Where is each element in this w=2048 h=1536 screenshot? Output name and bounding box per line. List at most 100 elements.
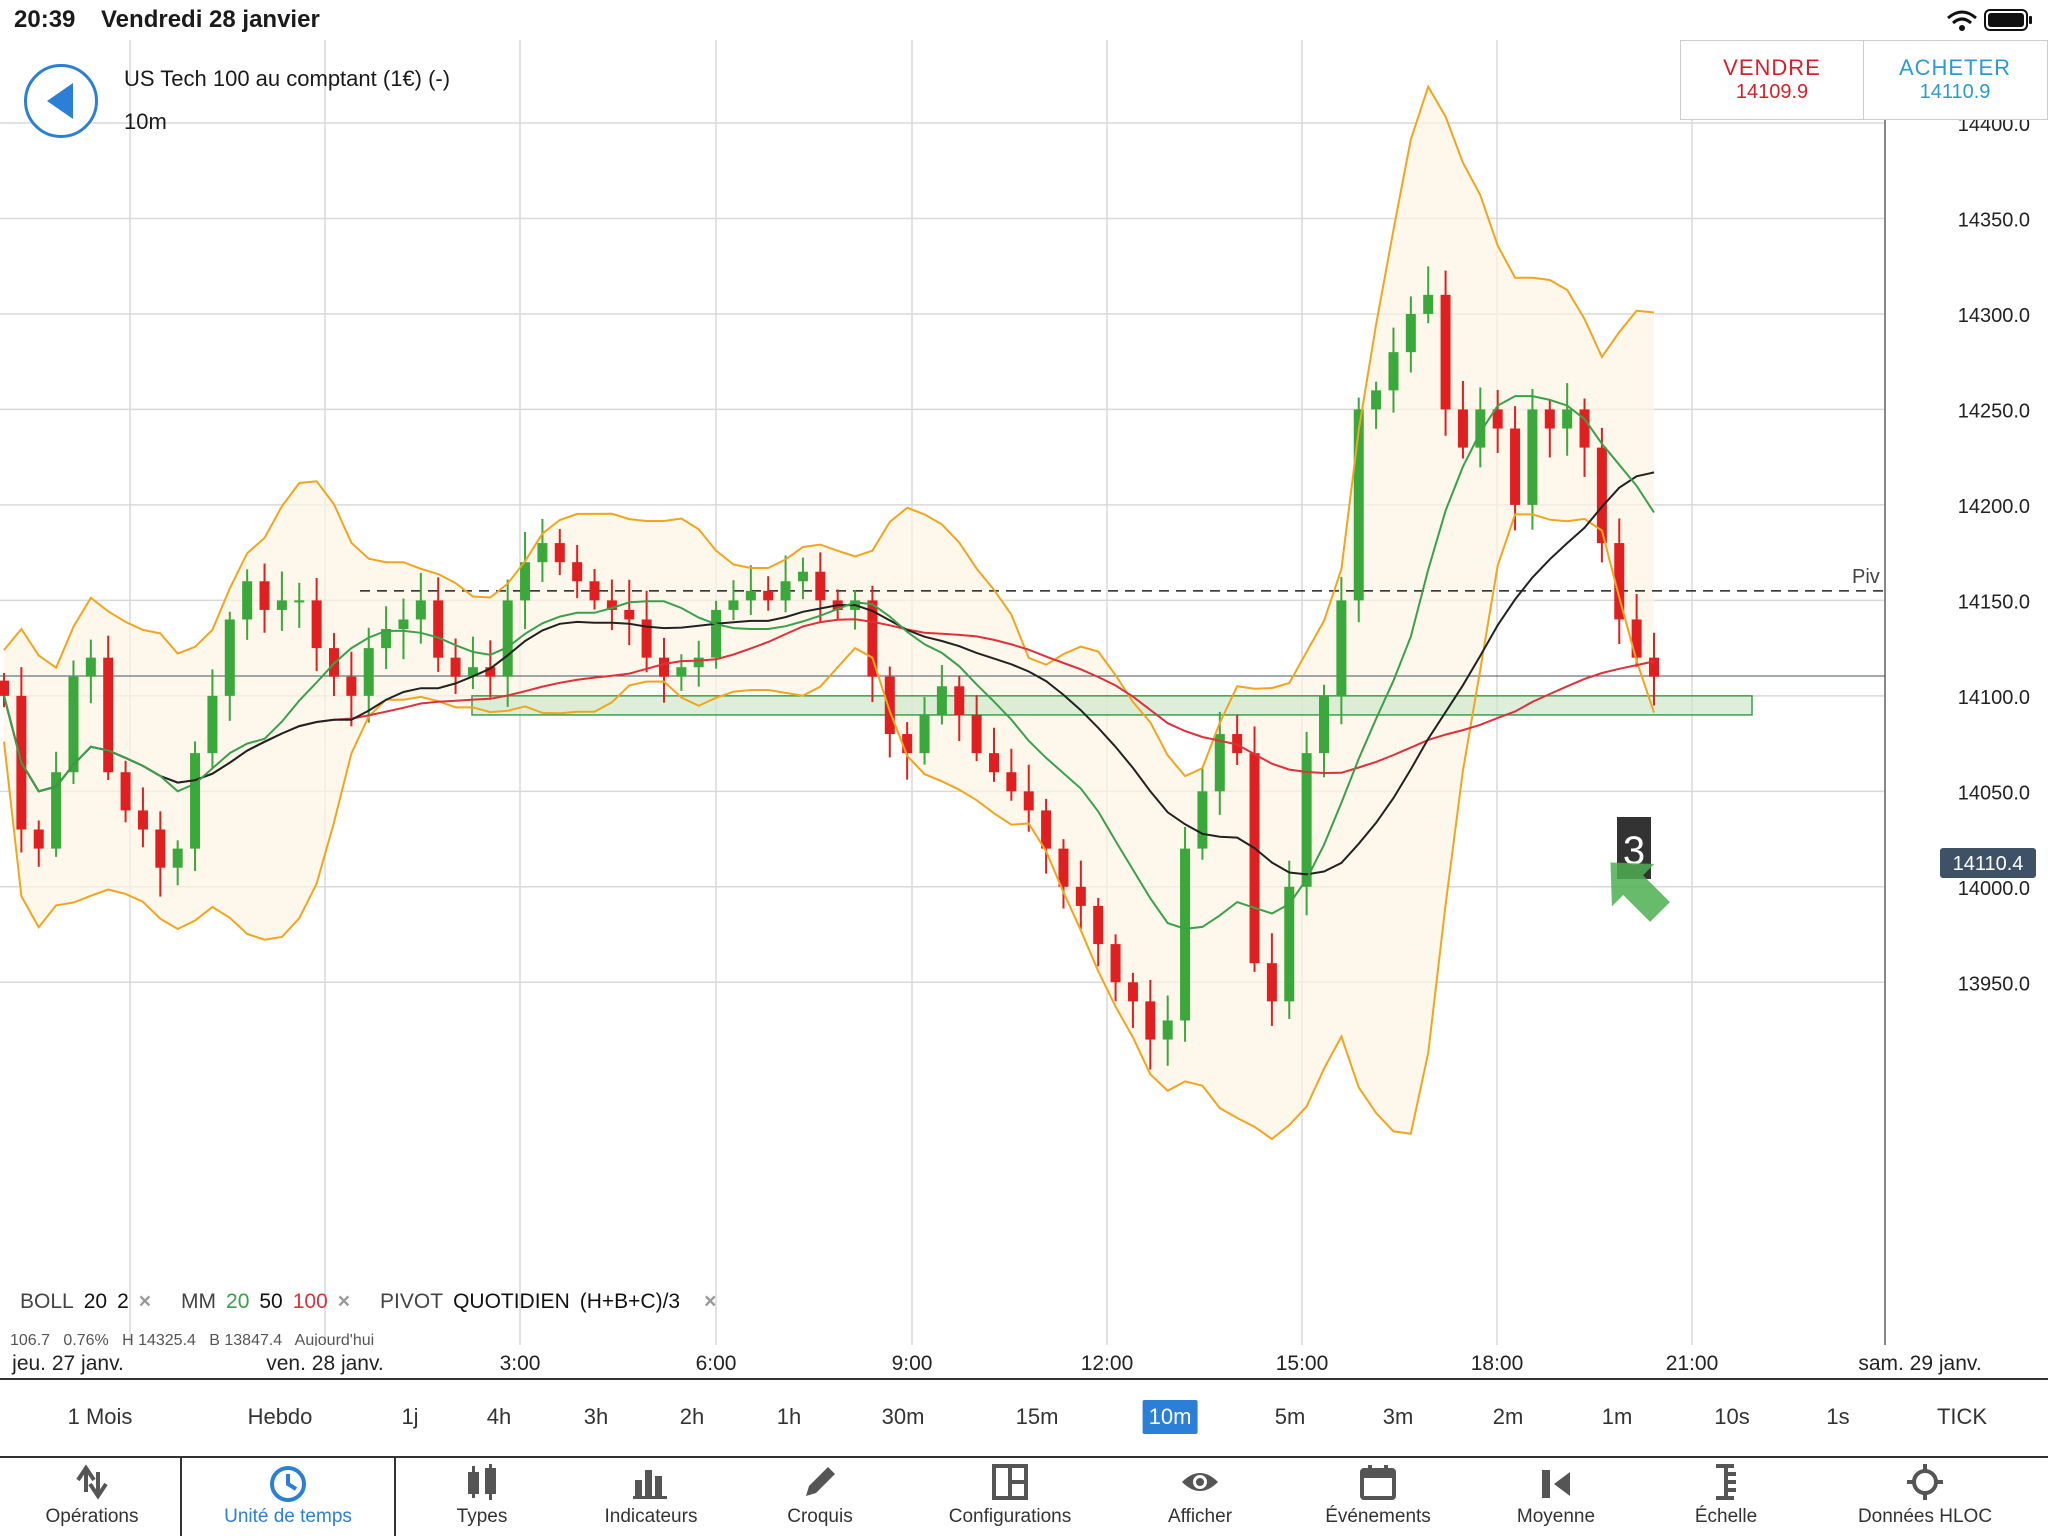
candle-body xyxy=(485,667,496,677)
remove-pivot-icon[interactable]: × xyxy=(704,1290,717,1313)
candle-body xyxy=(1249,753,1260,964)
chart-timeframe: 10m xyxy=(124,109,167,134)
eye-icon xyxy=(1182,1473,1218,1491)
candle-body xyxy=(276,600,287,610)
toolbar-eye-button[interactable]: Afficher xyxy=(1110,1458,1290,1536)
toolbar-label: Échelle xyxy=(1694,1506,1758,1527)
back-button[interactable] xyxy=(24,64,98,138)
candle-body xyxy=(589,581,600,601)
remove-mm-icon[interactable]: × xyxy=(337,1290,351,1313)
candle-body xyxy=(572,562,583,582)
toolbar-label: Configurations xyxy=(948,1506,1072,1527)
ma20-line xyxy=(3,395,1655,930)
toolbar-label: Données HLOC xyxy=(1857,1506,1993,1527)
candle-body xyxy=(1110,944,1121,983)
price-tick-label: 14200.0 xyxy=(1958,496,2030,518)
price-chart[interactable]: Piv 14400.014350.014300.014250.014200.01… xyxy=(0,40,2048,1350)
timeframe-10s[interactable]: 10s xyxy=(1714,1404,1750,1429)
time-tick-label: 21:00 xyxy=(1665,1352,1719,1375)
candle-body xyxy=(155,829,166,868)
wifi-icon xyxy=(1947,10,1977,31)
timeframe-15m[interactable]: 15m xyxy=(1015,1404,1059,1429)
timeframe-4h[interactable]: 4h xyxy=(486,1404,512,1429)
candle-body xyxy=(259,581,270,610)
timeframe-hebdo[interactable]: Hebdo xyxy=(247,1404,313,1429)
price-tick-label: 13950.0 xyxy=(1958,973,2030,995)
time-tick-label: 3:00 xyxy=(499,1352,541,1375)
candle-body xyxy=(971,714,982,754)
time-tick-label: 12:00 xyxy=(1080,1352,1134,1375)
candle-body xyxy=(68,676,79,773)
candle-body xyxy=(0,680,9,696)
candles-icon xyxy=(468,1464,496,1500)
toolbar-label: Afficher xyxy=(1167,1506,1233,1527)
candle-body xyxy=(346,676,357,696)
candle-body xyxy=(1301,753,1312,887)
support-zone[interactable] xyxy=(471,695,1753,716)
toolbar-candles-button[interactable]: Types xyxy=(392,1458,572,1536)
toolbar-calendar-button[interactable]: Événements xyxy=(1288,1458,1468,1536)
timeframe-1-mois[interactable]: 1 Mois xyxy=(67,1404,133,1429)
candle-body xyxy=(1266,963,1277,1002)
candle-body xyxy=(763,590,774,601)
candle-body xyxy=(1562,409,1573,429)
timeframe-10m[interactable]: 10m xyxy=(1142,1400,1198,1434)
scale-icon xyxy=(1716,1464,1736,1500)
toolbar-scale-button[interactable]: Échelle xyxy=(1636,1458,1816,1536)
toolbar-label: Croquis xyxy=(787,1506,853,1527)
toolbar-pencil-button[interactable]: Croquis xyxy=(730,1458,910,1536)
timeframe-1s[interactable]: 1s xyxy=(1826,1404,1850,1429)
candle-body xyxy=(520,562,531,601)
candle-body xyxy=(1162,1020,1173,1040)
day-stats: 106.7 0.76% H 14325.4 B 13847.4 Aujourd'… xyxy=(10,1332,375,1346)
candle-body xyxy=(1284,886,1295,1002)
legend-mm-50: 50 xyxy=(259,1290,283,1313)
legend-mm[interactable]: MM xyxy=(181,1290,217,1313)
timeframe-3h[interactable]: 3h xyxy=(583,1404,609,1429)
legend-pivot[interactable]: PIVOT xyxy=(380,1290,444,1313)
timeframe-tick[interactable]: TICK xyxy=(1936,1404,1988,1429)
candle-body xyxy=(1319,695,1329,754)
remove-boll-icon[interactable]: × xyxy=(138,1290,152,1313)
buy-button[interactable]: ACHETER 14110.9 xyxy=(1864,41,2046,119)
candle-body xyxy=(1336,600,1347,696)
arrow-annotation[interactable] xyxy=(1589,841,1681,933)
candle-body xyxy=(676,667,687,677)
indicator-lines xyxy=(3,84,1655,1141)
toolbar-divider xyxy=(394,1458,396,1536)
toolbar-crosshair-button[interactable]: Données HLOC xyxy=(1835,1458,2015,1536)
toolbar-label: Moyenne xyxy=(1516,1506,1596,1527)
candle-body xyxy=(450,657,461,677)
toolbar-clock-button[interactable]: Unité de temps xyxy=(198,1458,378,1536)
timeframe-1j[interactable]: 1j xyxy=(401,1404,419,1429)
back-arrow-icon xyxy=(47,83,73,119)
clock-icon xyxy=(270,1466,306,1502)
timeframe-30m[interactable]: 30m xyxy=(881,1404,925,1429)
legend-boll[interactable]: BOLL xyxy=(20,1290,74,1313)
candle-body xyxy=(85,657,96,677)
buy-label: ACHETER xyxy=(1898,55,2012,80)
timeframe-1h[interactable]: 1h xyxy=(776,1404,802,1429)
timeframe-2m[interactable]: 2m xyxy=(1492,1404,1524,1429)
status-bar: 20:39 Vendredi 28 janvier xyxy=(0,0,2048,40)
toolbar-layout-button[interactable]: Configurations xyxy=(920,1458,1100,1536)
timeframe-1m[interactable]: 1m xyxy=(1601,1404,1633,1429)
candle-body xyxy=(1388,352,1399,391)
toolbar-average-button[interactable]: Moyenne xyxy=(1466,1458,1646,1536)
toolbar-bar-chart-button[interactable]: Indicateurs xyxy=(561,1458,741,1536)
legend-pivot-type: QUOTIDIEN xyxy=(453,1290,570,1313)
candle-body xyxy=(224,619,235,696)
candle-body xyxy=(659,657,669,677)
toolbar-operations-button[interactable]: Opérations xyxy=(2,1458,182,1536)
timeframe-2h[interactable]: 2h xyxy=(679,1404,705,1429)
candle-body xyxy=(641,619,652,658)
candle-body xyxy=(398,619,409,630)
sell-button[interactable]: VENDRE 14109.9 xyxy=(1681,41,1864,119)
price-tick-label: 14350.0 xyxy=(1958,209,2030,231)
bollinger-upper xyxy=(3,84,1655,778)
toolbar-label: Types xyxy=(456,1506,508,1527)
timeframe-3m[interactable]: 3m xyxy=(1382,1404,1414,1429)
candle-body xyxy=(137,810,148,830)
timeframe-5m[interactable]: 5m xyxy=(1274,1404,1306,1429)
candle-body xyxy=(728,600,739,610)
